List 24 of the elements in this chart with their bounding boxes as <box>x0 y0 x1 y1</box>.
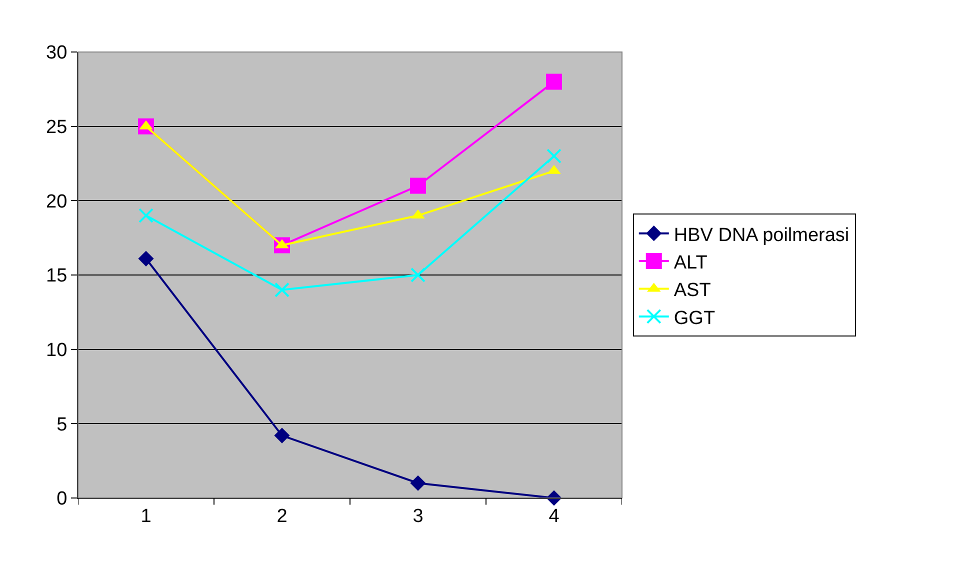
legend-label: GGT <box>674 308 716 329</box>
y-tick-label: 10 <box>46 340 68 361</box>
y-tick-label: 30 <box>46 42 68 64</box>
legend-label: HBV DNA poilmerasi <box>674 224 850 246</box>
point <box>546 148 562 164</box>
point <box>410 268 426 282</box>
point <box>410 178 426 194</box>
point <box>138 208 154 224</box>
point <box>546 74 562 90</box>
x-tick-label: 3 <box>412 506 424 527</box>
point <box>274 428 290 444</box>
y-tick-label: 0 <box>56 488 68 510</box>
y-tick-label: 5 <box>56 414 68 436</box>
legend-label: AST <box>674 280 712 302</box>
point <box>274 282 290 298</box>
x-tick-label: 4 <box>548 506 560 527</box>
x-tick-label: 1 <box>140 506 152 527</box>
y-tick-label: 15 <box>46 266 68 287</box>
y-tick-label: 25 <box>46 116 68 138</box>
point <box>138 250 154 266</box>
legend-label: ALT <box>674 252 708 274</box>
point <box>410 475 426 491</box>
x-tick-label: 2 <box>276 506 288 527</box>
y-tick-label: 20 <box>46 191 68 212</box>
